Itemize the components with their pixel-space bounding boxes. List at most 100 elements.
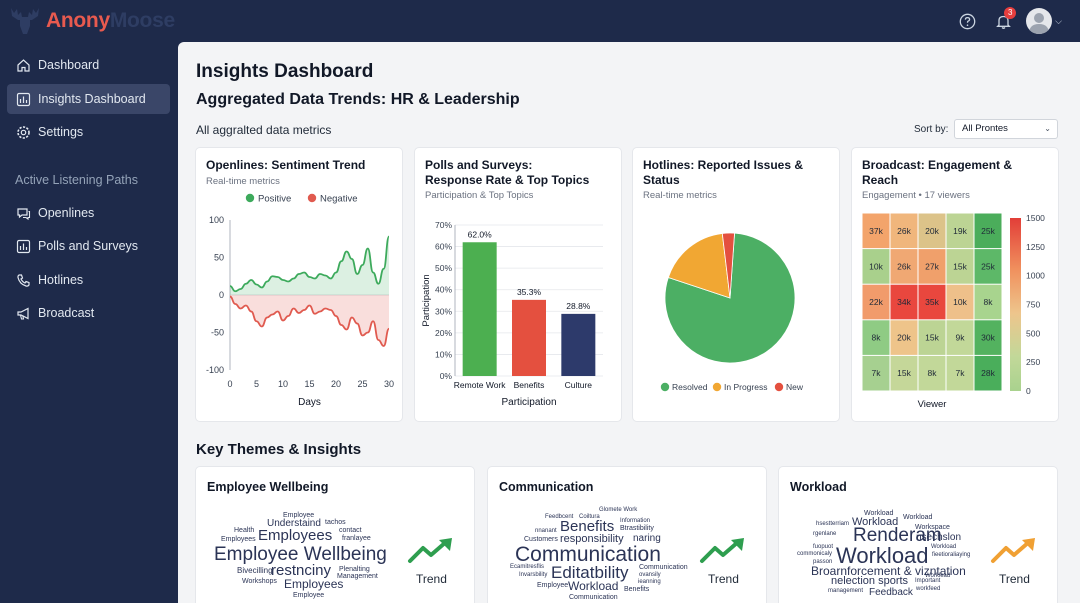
word-cloud-term: Worklead bbox=[925, 573, 951, 579]
heatmap-cell-label: 22k bbox=[869, 297, 883, 307]
word-cloud-term: tachos bbox=[325, 519, 346, 526]
user-menu[interactable]: ⌵ bbox=[1026, 8, 1062, 34]
help-icon bbox=[959, 13, 976, 29]
x-tick-label: Culture bbox=[565, 380, 593, 390]
colorbar-tick-label: 1250 bbox=[1026, 242, 1045, 252]
heatmap-cell-label: 7k bbox=[956, 368, 966, 378]
theme-card-employee-wellbeing[interactable]: Employee Wellbeing Employee Understaind ta… bbox=[195, 466, 475, 603]
sidebar-item-hotlines[interactable]: Hotlines bbox=[7, 265, 170, 295]
sidebar-item-settings[interactable]: Settings bbox=[7, 117, 170, 147]
legend-label: Resolved bbox=[672, 382, 708, 392]
notifications-button[interactable]: 3 bbox=[988, 6, 1018, 36]
y-tick-label: 60% bbox=[435, 242, 452, 252]
word-cloud-term: Employee bbox=[293, 592, 325, 599]
word-cloud-term: nsechslon bbox=[916, 532, 962, 543]
heatmap-cell bbox=[974, 355, 1002, 391]
word-cloud-term: Employees bbox=[221, 536, 256, 543]
heatmap-cell bbox=[918, 320, 946, 355]
sort-select[interactable]: All Prontes ⌄ bbox=[954, 119, 1058, 139]
heatmap-cell-label: 26k bbox=[897, 226, 911, 236]
y-tick-label: 30% bbox=[435, 306, 452, 316]
bar-value-label: 35.3% bbox=[517, 287, 542, 297]
help-button[interactable] bbox=[952, 6, 982, 36]
word-cloud-term: Employee bbox=[537, 582, 569, 589]
page-title: Insights Dashboard bbox=[196, 61, 374, 82]
word-cloud-term: nelection sports bbox=[831, 575, 909, 587]
heatmap-cell bbox=[946, 284, 974, 320]
theme-card-workload[interactable]: Workload Workload Workload hsestterriam Wor… bbox=[778, 466, 1058, 603]
word-cloud-term: Workload bbox=[903, 514, 933, 521]
word-cloud-term: fieetioraliaying bbox=[932, 552, 971, 558]
word-cloud-term: Btrastibility bbox=[620, 525, 654, 532]
pie-slice-new bbox=[721, 232, 735, 299]
heatmap-cell bbox=[862, 284, 890, 320]
bar-chart-icon bbox=[15, 238, 31, 254]
word-cloud-term: commonicaly bbox=[797, 551, 833, 557]
word-cloud-term: Workspace bbox=[915, 524, 950, 531]
heatmap-cell-label: 27k bbox=[925, 261, 939, 271]
trend-line bbox=[408, 540, 448, 563]
bar-value-label: 28.8% bbox=[566, 301, 591, 311]
card-subtitle: Real-time metrics bbox=[643, 190, 717, 201]
heatmap-cell bbox=[918, 355, 946, 391]
word-cloud-term: Customers bbox=[524, 536, 558, 543]
legend-marker bbox=[660, 382, 670, 392]
heatmap-cell-label: 25k bbox=[981, 226, 995, 236]
gear-icon bbox=[15, 124, 31, 140]
bar-value-label: 62.0% bbox=[468, 229, 493, 239]
issues-pie-chart: Resolved In Progress New bbox=[660, 232, 804, 392]
sidebar-item-insights-dashboard[interactable]: Insights Dashboard bbox=[7, 84, 170, 114]
card-title: Openlines: Sentiment Trend bbox=[206, 158, 366, 172]
word-cloud-term: franlayee bbox=[342, 535, 371, 542]
sidebar-item-openlines[interactable]: Openlines bbox=[7, 198, 170, 228]
word-cloud-term: Workload bbox=[836, 543, 929, 568]
y-tick-label: -50 bbox=[211, 328, 224, 338]
heatmap-cell-label: 10k bbox=[953, 297, 967, 307]
trend-up-icon bbox=[991, 538, 1035, 563]
card-title-line2: Response Rate & Top Topics bbox=[425, 173, 590, 187]
card-title-line1: Broadcast: Engagement & bbox=[862, 158, 1013, 172]
sidebar-item-dashboard[interactable]: Dashboard bbox=[7, 50, 170, 80]
trend-arrowhead bbox=[1022, 538, 1035, 551]
heatmap-cell-label: 15k bbox=[897, 368, 911, 378]
trend-label: Trend bbox=[416, 572, 447, 586]
user-icon bbox=[1029, 13, 1050, 34]
y-tick-label: 20% bbox=[435, 328, 452, 338]
x-tick-label: 0 bbox=[227, 379, 232, 389]
metrics-label: All aggralted data metrics bbox=[196, 123, 332, 137]
top-bar: AnonyMoose 3 ⌵ bbox=[0, 0, 1080, 42]
chat-icon bbox=[15, 205, 31, 221]
heatmap-cell bbox=[862, 213, 890, 249]
theme-card-communication[interactable]: Communication Glomete Work Feedbcent Coilt… bbox=[487, 466, 767, 603]
sidebar-item-label: Openlines bbox=[38, 206, 95, 220]
card-title: Polls and Surveys: Response Rate & Top To… bbox=[425, 158, 625, 188]
moose-logo-icon bbox=[11, 8, 39, 34]
trend-up-icon bbox=[408, 538, 452, 563]
word-cloud-term: Communication bbox=[639, 564, 688, 571]
word-cloud-term: Broarnforcement & vizntation bbox=[811, 564, 966, 578]
sidebar-item-polls-and-surveys[interactable]: Polls and Surveys bbox=[7, 231, 170, 261]
heatmap-cell-label: 34k bbox=[897, 297, 911, 307]
heatmap-cell-label: 15k bbox=[953, 261, 967, 271]
bar-culture bbox=[561, 313, 596, 376]
engagement-heatmap: 37k 26k 20k 19k 25k 10k 26k 27k 15k 25k 22k 34k 35k 1… bbox=[862, 213, 1045, 410]
word-cloud-term: Ecamitresflis bbox=[510, 564, 545, 570]
word-cloud-term: Workload bbox=[864, 510, 894, 517]
heatmap-cell bbox=[890, 249, 918, 284]
y-tick-label: 40% bbox=[435, 285, 452, 295]
megaphone-icon bbox=[15, 305, 31, 321]
sidebar-item-broadcast[interactable]: Broadcast bbox=[7, 298, 170, 328]
card-title: Hotlines: Reported Issues & Status bbox=[643, 158, 843, 188]
broadcast-card: Broadcast: Engagement & Reach Engagement … bbox=[851, 147, 1059, 422]
page-subtitle: Aggregated Data Trends: HR & Leadership bbox=[196, 91, 520, 108]
sidebar-item-label: Broadcast bbox=[38, 306, 95, 320]
x-tick-label: 15 bbox=[304, 379, 314, 389]
sort-label: Sort by: bbox=[914, 124, 949, 135]
heatmap-cell-label: 15k bbox=[925, 333, 939, 343]
y-axis-label: Participation bbox=[421, 274, 432, 326]
logo[interactable]: AnonyMoose bbox=[8, 4, 175, 38]
legend-marker bbox=[712, 382, 722, 392]
word-cloud-term: contact bbox=[339, 527, 362, 534]
card-title-line2: Status bbox=[643, 173, 680, 187]
